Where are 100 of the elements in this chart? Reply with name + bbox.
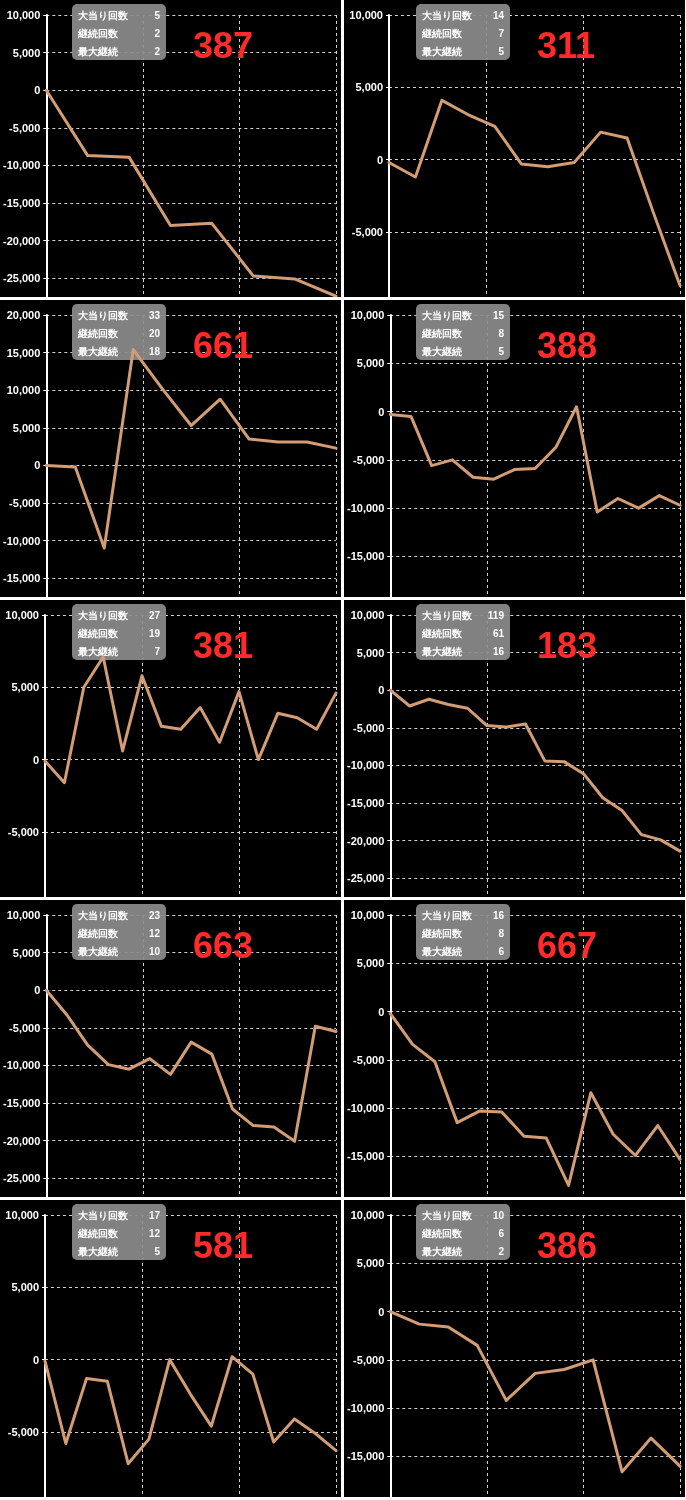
annotation: 最大継続 (421, 945, 462, 957)
annotation: 大当り回数 (421, 609, 473, 621)
y-tick-label: 0 (378, 1305, 385, 1318)
annotation: 最大継続 (77, 645, 118, 657)
y-tick-label: 5,000 (356, 957, 385, 970)
annotation: 8 (498, 327, 505, 339)
y-tick-label: -5,000 (353, 1353, 385, 1366)
annotation: 最大継続 (77, 1245, 118, 1257)
annotation: 大当り回数 (421, 909, 473, 921)
annotation: 最大継続 (421, 1245, 462, 1257)
chart-title: 663 (193, 924, 254, 966)
annotation: 継続回数 (77, 327, 119, 339)
y-tick-label: 10,000 (5, 609, 39, 621)
y-tick-label: -10,000 (347, 759, 385, 772)
y-tick-label: -15,000 (3, 572, 41, 585)
line-series (388, 1012, 682, 1187)
chart-title: 381 (193, 624, 254, 666)
y-tick-label: -5,000 (9, 1021, 41, 1034)
annotation: 15 (492, 309, 505, 321)
y-tick-label: 10,000 (6, 9, 41, 21)
y-tick-label: 10,000 (350, 609, 385, 621)
y-tick-label: -25,000 (3, 272, 41, 285)
y-tick-label: -5,000 (353, 721, 385, 734)
annotation: 継続回数 (421, 927, 463, 939)
annotation: 119 (487, 609, 505, 621)
y-tick-label: 0 (34, 459, 41, 472)
annotation: 14 (492, 9, 505, 21)
annotation: 最大継続 (421, 45, 462, 57)
y-tick-label: 0 (378, 405, 385, 418)
y-tick-label: 5,000 (356, 357, 385, 370)
chart-title: 387 (193, 24, 254, 66)
annotation: 33 (148, 309, 161, 321)
y-tick-label: -15,000 (347, 1150, 385, 1163)
y-tick-label: -5,000 (351, 225, 383, 238)
annotation: 最大継続 (77, 345, 118, 357)
chart-title: 667 (537, 924, 598, 966)
annotation: 27 (148, 609, 161, 621)
annotation: 6 (498, 1227, 505, 1239)
annotation: 7 (498, 27, 505, 39)
annotation: 20 (148, 327, 161, 339)
y-tick-label: 0 (32, 1353, 39, 1366)
y-tick-label: 10,000 (6, 909, 41, 921)
annotation: 12 (148, 1227, 161, 1239)
annotation: 最大継続 (77, 45, 118, 57)
y-tick-label: -15,000 (3, 197, 41, 209)
y-tick-label: -5,000 (353, 453, 385, 466)
y-tick-label: -5,000 (7, 825, 39, 838)
annotation: 7 (154, 645, 161, 657)
annotation: 19 (148, 627, 161, 639)
line-series (388, 688, 682, 853)
line-series (43, 1355, 338, 1466)
annotation: 継続回数 (421, 27, 463, 39)
y-tick-label: 5,000 (356, 1257, 385, 1270)
y-tick-label: -25,000 (347, 872, 385, 885)
line-series (44, 88, 338, 297)
line-series (388, 1310, 682, 1474)
chart-title: 311 (537, 24, 596, 66)
annotation: 継続回数 (77, 627, 119, 639)
annotation: 大当り回数 (421, 309, 473, 321)
y-tick-label: -20,000 (347, 834, 385, 847)
annotation: 大当り回数 (77, 9, 129, 21)
annotation: 2 (154, 45, 161, 57)
y-tick-label: -10,000 (347, 502, 385, 515)
y-tick-label: 20,000 (6, 309, 41, 321)
annotation: 大当り回数 (77, 1209, 129, 1221)
y-tick-label: -5,000 (9, 121, 41, 134)
annotation: 61 (492, 627, 505, 639)
y-tick-label: 5,000 (355, 81, 383, 94)
y-tick-label: 0 (378, 1005, 385, 1018)
y-tick-label: -10,000 (3, 534, 41, 547)
annotation: 継続回数 (77, 927, 119, 939)
annotation: 23 (148, 909, 161, 921)
chart-title: 183 (537, 624, 598, 666)
annotation: 継続回数 (421, 627, 463, 639)
annotation: 10 (492, 1209, 505, 1221)
chart-title: 386 (537, 1224, 598, 1266)
y-tick-label: -10,000 (3, 159, 41, 172)
y-tick-label: 5,000 (12, 421, 41, 434)
annotation: 5 (498, 345, 505, 357)
chart-title: 581 (193, 1224, 254, 1266)
y-tick-label: 10,000 (350, 1209, 385, 1221)
y-tick-label: 0 (34, 984, 41, 997)
y-tick-label: -15,000 (3, 1097, 41, 1109)
annotation: 2 (498, 1245, 505, 1257)
y-tick-label: -5,000 (353, 1053, 385, 1066)
annotation: 17 (148, 1209, 161, 1221)
annotation: 大当り回数 (77, 609, 129, 621)
y-tick-label: -20,000 (3, 1134, 41, 1147)
y-tick-label: 10,000 (349, 9, 383, 21)
y-tick-label: 5,000 (12, 946, 41, 959)
y-tick-label: -20,000 (3, 234, 41, 247)
y-tick-label: 0 (34, 84, 41, 97)
y-tick-label: 10,000 (5, 1209, 39, 1221)
line-series (387, 98, 682, 287)
annotation: 継続回数 (77, 27, 119, 39)
annotation: 大当り回数 (77, 909, 129, 921)
annotation: 大当り回数 (421, 9, 473, 21)
y-tick-label: -5,000 (7, 1425, 39, 1438)
y-tick-label: 0 (32, 753, 39, 766)
y-tick-label: 10,000 (6, 384, 41, 397)
